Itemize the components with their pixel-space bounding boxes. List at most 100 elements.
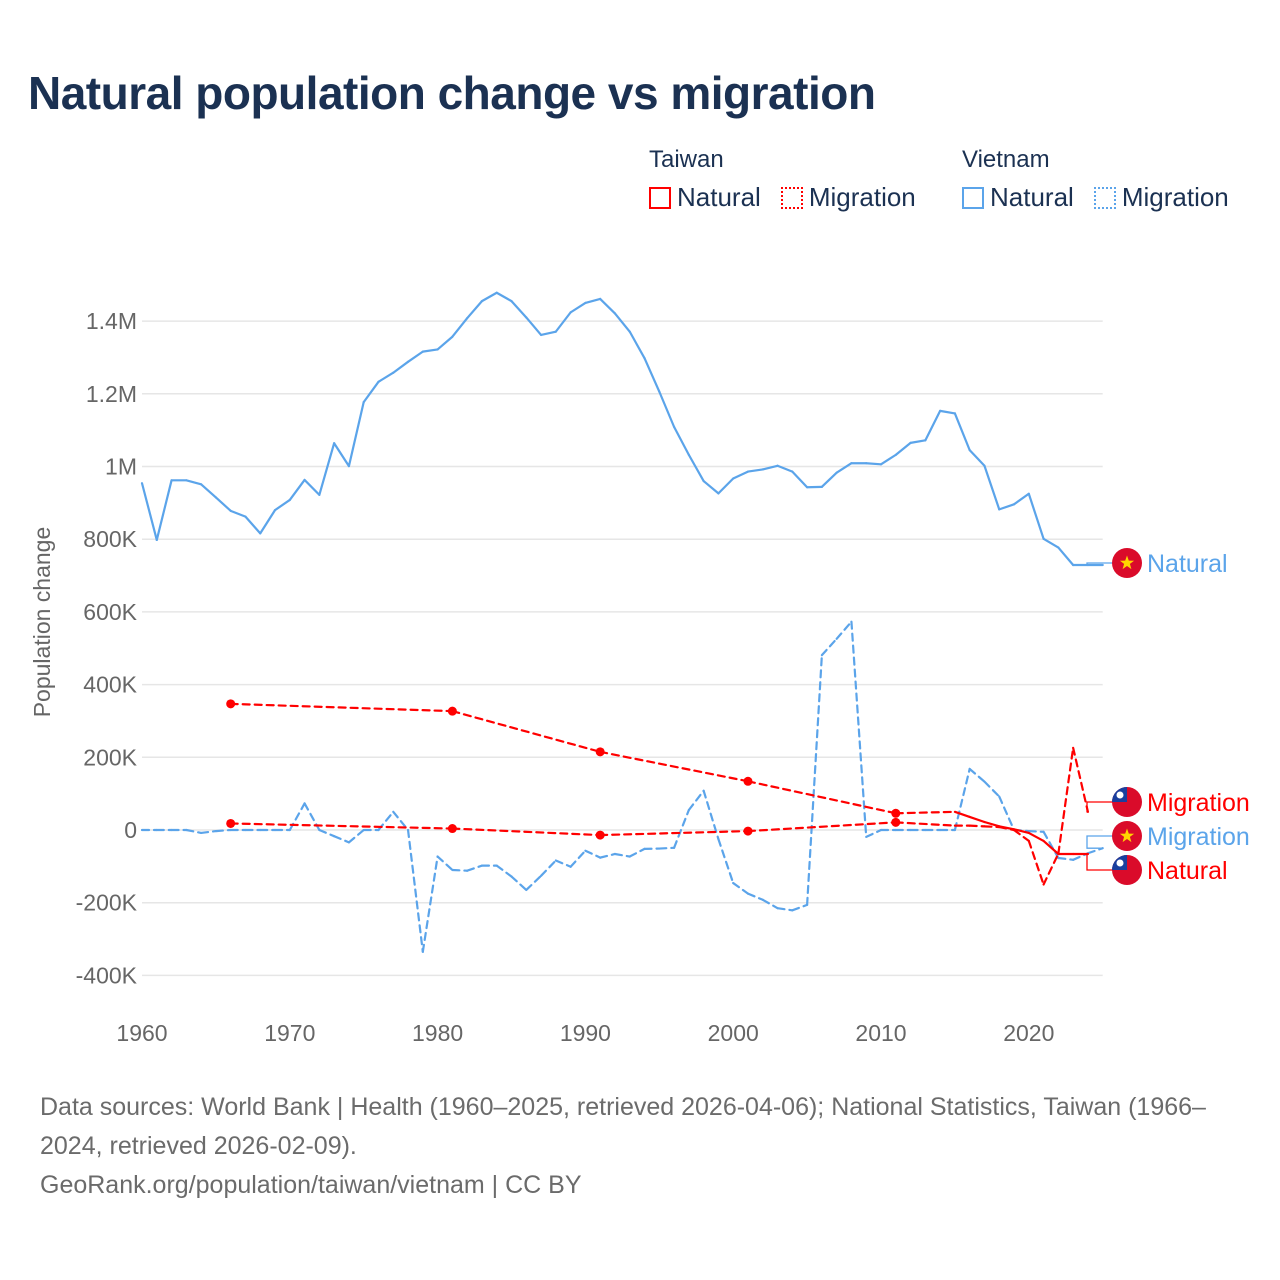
line-segment	[1057, 856, 1075, 861]
legend-item-taiwan-natural[interactable]: Natural	[649, 182, 761, 213]
series-taiwan-natural	[226, 699, 1090, 856]
line-segment	[436, 335, 454, 351]
line-segment	[214, 496, 232, 512]
y-tick-label: 200K	[83, 744, 137, 770]
line-segment	[820, 637, 838, 657]
line-segment	[525, 874, 543, 892]
series-vietnam-natural	[140, 291, 1104, 567]
line-segment	[155, 479, 173, 542]
line-segment	[1057, 746, 1075, 855]
y-tick-label: 0	[124, 817, 137, 843]
line-segment	[229, 702, 454, 713]
line-segment	[968, 767, 986, 783]
line-segment	[185, 828, 203, 835]
line-segment	[894, 810, 957, 815]
line-segment	[273, 498, 291, 512]
line-segment	[140, 482, 158, 542]
legend-group-taiwan: Taiwan Natural Migration	[649, 146, 916, 213]
line-segment	[968, 449, 986, 467]
y-tick-label: 800K	[83, 526, 137, 552]
line-segment	[628, 847, 646, 858]
legend-swatch-solid	[649, 186, 671, 209]
y-tick-label: 1M	[105, 454, 137, 480]
line-segment	[746, 821, 897, 833]
line-segment	[613, 312, 631, 333]
line-segment	[406, 350, 424, 363]
line-segment	[805, 654, 823, 906]
line-segment	[672, 808, 690, 849]
y-tick-label: -400K	[76, 962, 138, 988]
line-segment	[200, 483, 217, 499]
data-point	[891, 817, 901, 827]
data-point	[891, 808, 901, 818]
line-segment	[539, 859, 557, 877]
data-point	[743, 826, 753, 836]
line-segment	[1042, 852, 1060, 886]
line-segment	[717, 477, 735, 495]
line-segment	[761, 464, 779, 471]
y-tick-label: 1.4M	[86, 308, 137, 334]
line-segment	[392, 360, 410, 374]
line-segment	[480, 291, 498, 303]
line-segment	[214, 828, 232, 833]
line-segment	[983, 825, 1001, 829]
y-tick-label: 1.2M	[86, 381, 137, 407]
line-segment	[495, 864, 513, 878]
line-segment	[1027, 492, 1045, 540]
line-segment	[1012, 828, 1030, 835]
line-segment	[717, 837, 735, 885]
line-segment	[495, 291, 513, 303]
x-tick-label: 2000	[708, 1020, 759, 1046]
line-segment	[732, 881, 750, 895]
line-segment	[510, 875, 528, 892]
line-segment	[702, 479, 720, 495]
legend-item-vietnam-migration[interactable]: Migration	[1093, 182, 1229, 213]
star-icon	[1119, 555, 1135, 570]
line-segment	[746, 780, 897, 815]
legend-item-taiwan-migration[interactable]: Migration	[780, 182, 916, 213]
line-segment	[599, 852, 617, 859]
line-segment	[1027, 829, 1045, 833]
line-segment	[554, 859, 572, 868]
line-segment	[968, 815, 986, 824]
legend-item-vietnam-natural[interactable]: Natural	[962, 182, 1074, 213]
series-vietnam-migration	[140, 620, 1104, 953]
line-segment	[539, 330, 557, 337]
data-point	[595, 830, 605, 840]
line-segment	[303, 478, 321, 496]
line-segment	[835, 620, 853, 640]
chart-title: Natural population change vs migration	[28, 67, 876, 119]
label-connector	[1086, 801, 1113, 813]
vietnam-flag-icon	[1112, 548, 1142, 578]
star-icon	[1119, 828, 1135, 843]
y-tick-label: 600K	[83, 599, 137, 625]
legend-label: Migration	[1121, 182, 1229, 212]
line-segment	[584, 849, 602, 859]
line-segment	[865, 828, 883, 839]
end-label-text: Migration	[1147, 789, 1250, 817]
label-connector	[1086, 562, 1113, 566]
legend-label: Migration	[808, 182, 916, 212]
end-label-text: Natural	[1147, 550, 1228, 578]
data-point	[595, 747, 605, 757]
x-tick-label: 1980	[412, 1020, 463, 1046]
line-segment	[1086, 847, 1104, 855]
line-segment	[259, 509, 277, 535]
x-tick-label: 1970	[264, 1020, 315, 1046]
line-segment	[983, 780, 1001, 798]
line-segment	[451, 317, 469, 338]
data-point	[743, 776, 753, 786]
line-segment	[200, 829, 217, 835]
line-segment	[466, 864, 484, 872]
label-connector	[1086, 853, 1113, 871]
legend-label: Natural	[990, 182, 1074, 212]
y-tick-label: -200K	[76, 890, 138, 916]
data-point	[226, 699, 236, 709]
taiwan-flag-icon	[1112, 855, 1142, 885]
credit-link[interactable]: GeoRank.org/population/taiwan/vietnam | …	[40, 1171, 582, 1199]
legend-group-title: Vietnam	[962, 146, 1050, 173]
data-sources: Data sources: World Bank | Health (1960–…	[40, 1093, 1206, 1160]
line-segment	[643, 357, 661, 393]
line-segment	[776, 907, 794, 912]
x-tick-label: 2010	[855, 1020, 906, 1046]
